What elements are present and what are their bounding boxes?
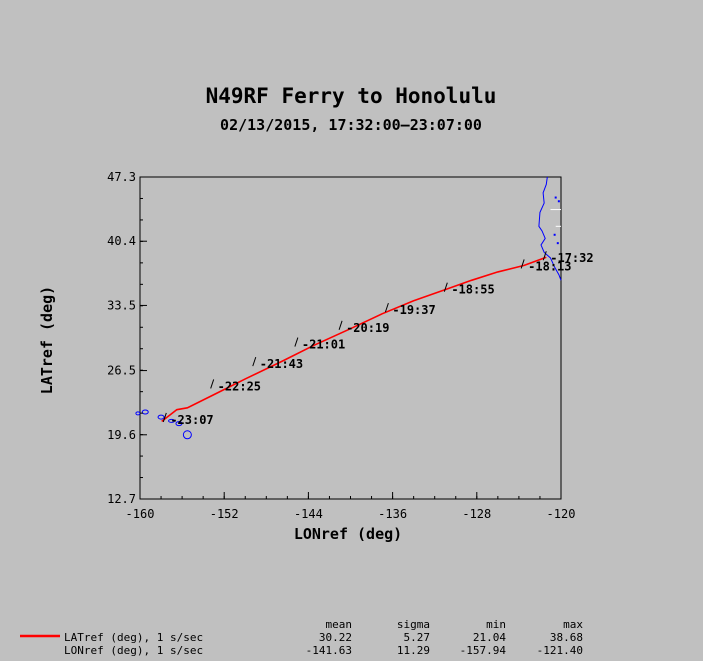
time-label: -20:19 bbox=[346, 321, 389, 335]
stat-header-max: max bbox=[563, 618, 583, 631]
series-line bbox=[161, 256, 547, 423]
y-axis-label: LATref (deg) bbox=[38, 286, 56, 394]
island-outline bbox=[182, 430, 192, 440]
y-tick-label: 12.7 bbox=[107, 492, 136, 506]
time-marker bbox=[384, 302, 389, 313]
lake-marker bbox=[556, 242, 559, 245]
flight-track bbox=[161, 256, 547, 423]
x-tick-label: -160 bbox=[126, 507, 155, 521]
time-label: -21:01 bbox=[302, 338, 345, 352]
west-coast-outline bbox=[538, 176, 562, 281]
lake-marker bbox=[554, 196, 557, 199]
stat-lat-mean: 30.22 bbox=[319, 631, 352, 644]
x-tick-label: -152 bbox=[210, 507, 239, 521]
plot-area bbox=[139, 176, 562, 500]
y-tick-label: 33.5 bbox=[107, 298, 136, 312]
y-tick-label: 40.4 bbox=[107, 234, 136, 248]
axis-ticks: -160 -152 -144 -136 -128 -120 47.3 40.4 33.5 26.5… bbox=[107, 170, 575, 521]
stat-lon-max: -121.40 bbox=[537, 644, 583, 657]
time-label: -22:25 bbox=[218, 379, 261, 393]
stat-lon-mean: -141.63 bbox=[306, 644, 352, 657]
time-label: -18:55 bbox=[451, 283, 494, 297]
lake-marker bbox=[557, 200, 560, 203]
stats-table: mean sigma min max LATref (deg), 1 s/sec… bbox=[20, 618, 583, 657]
stat-header-min: min bbox=[486, 618, 506, 631]
island-outline bbox=[141, 409, 149, 415]
legend-label-lat: LATref (deg), 1 s/sec bbox=[64, 631, 203, 644]
stat-header-sigma: sigma bbox=[397, 618, 430, 631]
time-marker bbox=[542, 251, 547, 261]
y-tick-label: 19.6 bbox=[107, 428, 136, 442]
time-marker bbox=[338, 320, 343, 330]
lake-marker bbox=[553, 233, 556, 236]
time-label: -19:37 bbox=[392, 303, 435, 317]
x-tick-label: -120 bbox=[547, 507, 576, 521]
time-marker bbox=[162, 412, 167, 423]
x-tick-label: -128 bbox=[462, 507, 491, 521]
stat-lon-min: -157.94 bbox=[460, 644, 507, 657]
stat-header-mean: mean bbox=[326, 618, 353, 631]
y-tick-label: 26.5 bbox=[107, 364, 136, 378]
time-marker bbox=[210, 379, 215, 389]
stat-lat-sigma: 5.27 bbox=[404, 631, 431, 644]
chart-subtitle: 02/13/2015, 17:32:00–23:07:00 bbox=[220, 116, 482, 134]
time-label: -18:13 bbox=[528, 259, 571, 273]
island-outline bbox=[175, 421, 183, 427]
stat-lat-min: 21.04 bbox=[473, 631, 506, 644]
stat-lat-max: 38.68 bbox=[550, 631, 583, 644]
coastline bbox=[135, 176, 562, 440]
time-marker bbox=[443, 282, 448, 292]
x-tick-label: -144 bbox=[294, 507, 323, 521]
time-labels: -17:32-18:13 -18:55 -19:37-20:19-21:01 -21:… bbox=[162, 251, 594, 427]
stat-lon-sigma: 11.29 bbox=[397, 644, 430, 657]
island-outline bbox=[168, 418, 176, 423]
island-outline bbox=[135, 411, 141, 416]
y-tick-label: 47.3 bbox=[107, 170, 136, 184]
island-outline bbox=[157, 414, 165, 420]
time-marker bbox=[252, 356, 257, 367]
chart-title: N49RF Ferry to Honolulu bbox=[206, 84, 497, 108]
legend-label-lon: LONref (deg), 1 s/sec bbox=[64, 644, 203, 657]
x-axis-label: LONref (deg) bbox=[294, 525, 402, 543]
x-tick-label: -136 bbox=[378, 507, 407, 521]
time-label: -21:43 bbox=[260, 357, 303, 371]
time-label: -23:07 bbox=[170, 413, 213, 427]
time-marker bbox=[520, 259, 525, 269]
time-label: -17:32 bbox=[550, 251, 593, 265]
time-marker bbox=[294, 337, 299, 347]
